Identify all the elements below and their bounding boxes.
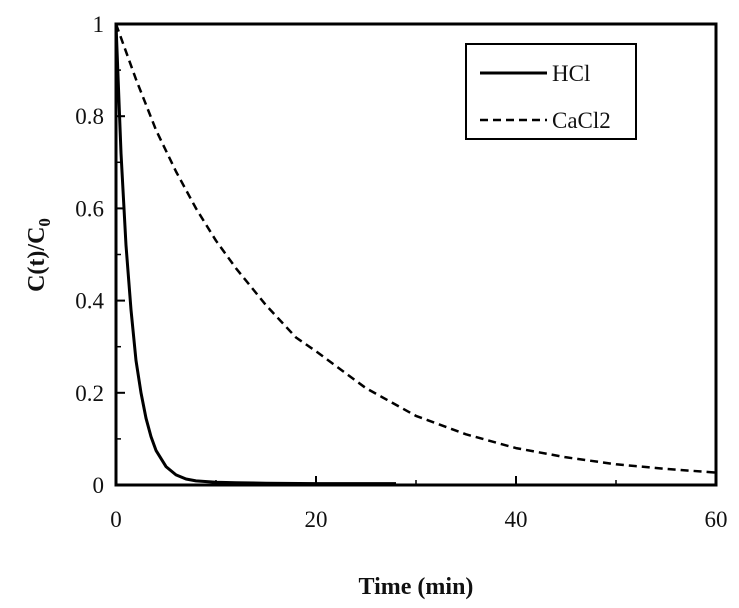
- x-tick-label-60: 60: [705, 507, 728, 532]
- series-line-cacl2: [114, 23, 717, 474]
- y-axis-title-main: C(t)/C: [24, 227, 50, 292]
- y-axis-title: C(t)/C0: [24, 218, 54, 292]
- y-axis-title-subscript: 0: [35, 218, 54, 227]
- legend: HCl CaCl2: [465, 43, 637, 140]
- y-tick-label-1: 1: [93, 12, 105, 37]
- y-tick-label-0.4: 0.4: [75, 289, 104, 314]
- x-axis-title: Time (min): [359, 574, 474, 600]
- legend-box: [465, 43, 637, 140]
- legend-label-cacl2: CaCl2: [552, 108, 611, 133]
- y-tick-label-0.6: 0.6: [75, 196, 104, 221]
- legend-label-hcl: HCl: [552, 61, 590, 86]
- y-tick-label-0: 0: [93, 473, 105, 498]
- y-tick-label-0.2: 0.2: [75, 381, 104, 406]
- y-tick-label-0.8: 0.8: [75, 104, 104, 129]
- x-tick-label-0: 0: [110, 507, 122, 532]
- series-layer: [114, 23, 717, 486]
- plot-frame: [114, 22, 718, 487]
- x-tick-label-20: 20: [305, 507, 328, 532]
- x-tick-label-40: 40: [505, 507, 528, 532]
- series-line-hcl: [114, 23, 396, 486]
